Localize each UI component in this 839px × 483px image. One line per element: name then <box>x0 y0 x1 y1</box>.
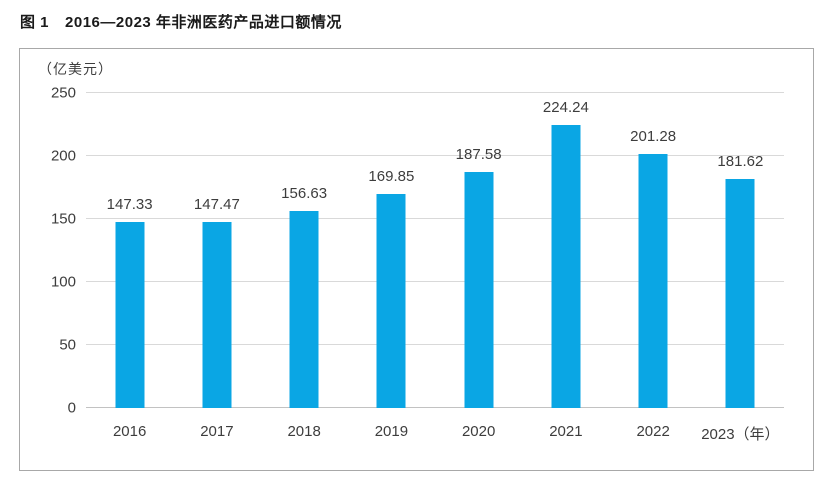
bar-cell-2020: 187.58 <box>435 93 522 408</box>
gridline <box>86 92 784 93</box>
x-tick-label-2020: 2020 <box>461 423 496 440</box>
bar-2018 <box>289 210 319 408</box>
bar-2021 <box>551 125 581 408</box>
x-axis-baseline <box>86 407 784 408</box>
y-tick-label: 100 <box>50 273 76 291</box>
bar-2019 <box>376 194 406 408</box>
gridline <box>86 155 784 156</box>
y-tick-label: 250 <box>50 84 76 102</box>
figure-title: 2016—2023 年非洲医药产品进口额情况 <box>65 14 342 31</box>
gridline <box>86 344 784 345</box>
bar-2017 <box>202 222 232 408</box>
bar-2016 <box>115 222 145 408</box>
y-tick-label: 150 <box>50 210 76 228</box>
y-axis-unit-label: （亿美元） <box>38 61 113 77</box>
x-tick-label-2023: 2023（年） <box>701 426 780 443</box>
y-axis-labels: 0 50 100 150 200 250 <box>28 86 76 416</box>
bar-cell-2023: 181.62 <box>697 93 784 408</box>
y-tick-label: 0 <box>67 399 76 417</box>
bar-value-label: 181.62 <box>717 153 764 171</box>
gridline <box>86 281 784 282</box>
bar-value-label: 169.85 <box>368 168 415 185</box>
y-tick-label: 50 <box>59 336 76 354</box>
plot-area: 147.33 147.47 156.63 169.85 187.58 224.24 201.… <box>86 92 784 408</box>
y-tick-label: 200 <box>50 147 76 165</box>
x-tick-label-2018: 2018 <box>287 423 321 440</box>
bar-cell-2021: 224.24 <box>522 93 609 408</box>
bar-value-label: 156.63 <box>281 184 328 202</box>
x-tick-label-2022: 2022 <box>636 423 670 440</box>
gridline <box>86 218 784 219</box>
bar-value-label: 187.58 <box>455 145 502 163</box>
x-tick-label-2019: 2019 <box>374 423 409 440</box>
page-title: 图 1 2016—2023 年非洲医药产品进口额情况 <box>20 11 342 32</box>
bar-cell-2017: 147.47 <box>173 93 260 408</box>
x-tick-label-2017: 2017 <box>200 423 234 440</box>
chart-frame: （亿美元） 0 50 100 150 200 250 147.33 147.47 156.63… <box>19 48 814 471</box>
bar-2020 <box>464 171 494 408</box>
figure-number: 图 1 <box>20 14 50 31</box>
bar-value-label: 201.28 <box>630 128 677 146</box>
bar-cell-2018: 156.63 <box>261 93 348 408</box>
bar-cell-2022: 201.28 <box>610 93 697 408</box>
bar-2023 <box>725 179 755 408</box>
bar-value-label: 147.47 <box>193 196 240 214</box>
x-tick-label-2016: 2016 <box>112 423 147 440</box>
bar-2022 <box>638 154 668 408</box>
bar-cell-2019: 169.85 <box>348 93 435 408</box>
bar-value-label: 147.33 <box>106 196 153 214</box>
bar-value-label: 224.24 <box>542 99 589 117</box>
x-axis-labels: 2016 2017 2018 2019 2020 2021 2022 2023（年） <box>86 423 784 444</box>
bar-cell-2016: 147.33 <box>86 93 173 408</box>
x-tick-label-2021: 2021 <box>549 423 583 440</box>
bar-cells: 147.33 147.47 156.63 169.85 187.58 224.24 201.… <box>86 93 784 408</box>
